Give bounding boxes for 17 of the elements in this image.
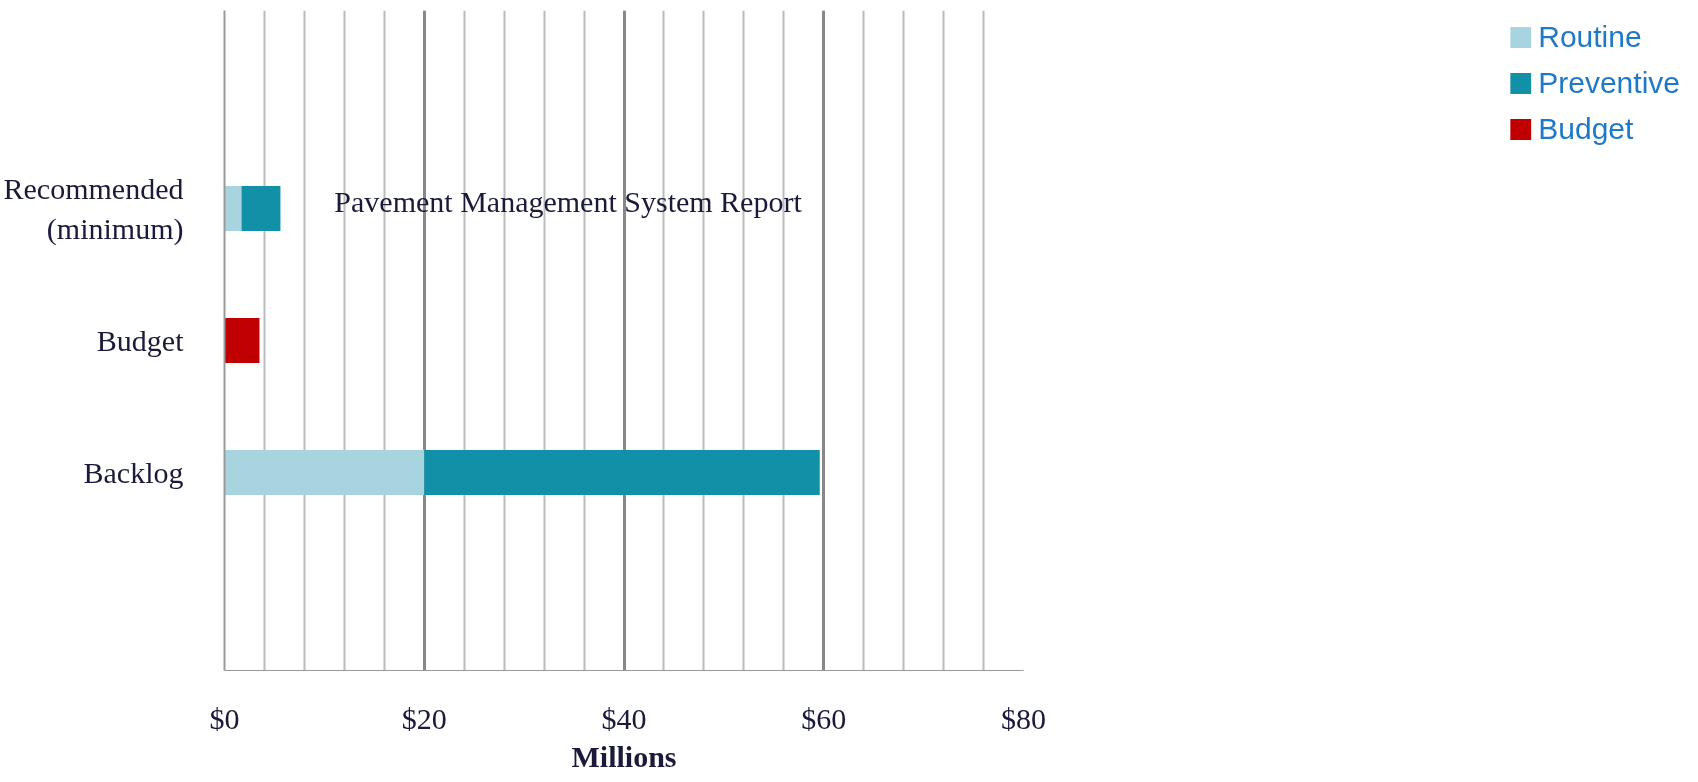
x-tick-label: $60 — [801, 701, 847, 735]
legend-label: Preventive — [1538, 66, 1680, 100]
x-tick-label: $40 — [601, 701, 647, 735]
x-tick-label: $20 — [401, 701, 447, 735]
bar — [224, 450, 425, 495]
y-tick-label: Budget — [96, 324, 185, 357]
bar — [224, 318, 260, 363]
x-tick-label: $0 — [209, 701, 240, 735]
legend-label: Routine — [1538, 20, 1642, 54]
legend-label: Budget — [1538, 112, 1634, 146]
y-tick-label: Recommended (minimum) — [3, 172, 184, 246]
y-tick-label: Backlog — [83, 456, 184, 489]
x-tick-label: $80 — [1001, 701, 1046, 735]
x-axis-title: Millions — [571, 739, 677, 773]
annotation: Pavement Management System Report — [334, 185, 803, 219]
bar — [241, 186, 281, 231]
bar — [424, 450, 820, 495]
